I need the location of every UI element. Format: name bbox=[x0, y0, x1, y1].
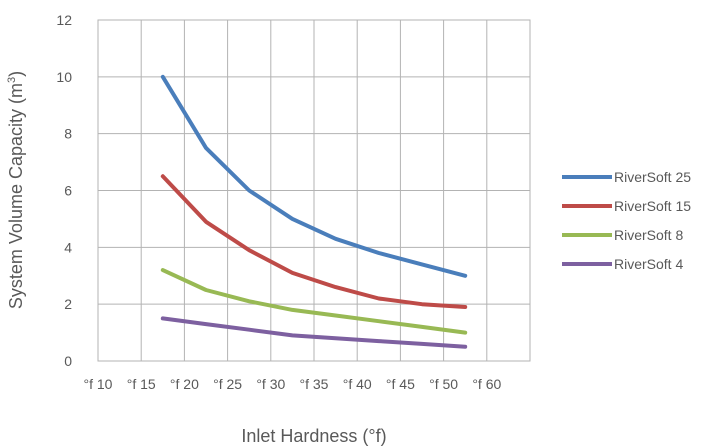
y-axis-title-main: System Volume Capacity (m bbox=[6, 83, 26, 309]
legend-label: RiverSoft 4 bbox=[614, 256, 683, 272]
legend-label: RiverSoft 15 bbox=[614, 198, 691, 214]
y-tick-label: 2 bbox=[64, 296, 72, 312]
x-tick-label: °f 50 bbox=[429, 376, 458, 392]
y-tick-label: 4 bbox=[64, 239, 72, 255]
x-axis-title: Inlet Hardness (°f) bbox=[241, 426, 386, 446]
y-axis-ticks: 0 2 4 6 8 10 12 bbox=[56, 12, 72, 369]
x-tick-label: °f 45 bbox=[386, 376, 415, 392]
x-tick-label: °f 20 bbox=[170, 376, 199, 392]
y-tick-label: 0 bbox=[64, 353, 72, 369]
series-line bbox=[160, 316, 468, 349]
x-tick-label: °f 60 bbox=[472, 376, 501, 392]
x-tick-label: °f 40 bbox=[343, 376, 372, 392]
y-axis-title-close: ) bbox=[6, 71, 26, 77]
x-tick-label: °f 15 bbox=[127, 376, 156, 392]
y-axis-title-superscript: 3 bbox=[6, 77, 18, 83]
x-axis-ticks: °f 10 °f 15 °f 20 °f 25 °f 30 °f 35 °f 40 °f 45… bbox=[84, 376, 502, 392]
legend-label: RiverSoft 8 bbox=[614, 227, 683, 243]
series-line bbox=[160, 74, 468, 278]
y-tick-label: 12 bbox=[56, 12, 72, 28]
x-tick-label: °f 35 bbox=[300, 376, 329, 392]
y-tick-label: 10 bbox=[56, 69, 72, 85]
series-line bbox=[160, 174, 468, 309]
legend: RiverSoft 25 RiverSoft 15 RiverSoft 8 River… bbox=[562, 169, 691, 272]
series-line bbox=[160, 268, 468, 335]
x-tick-label: °f 10 bbox=[84, 376, 113, 392]
y-axis-title: System Volume Capacity (m3) bbox=[6, 71, 26, 309]
x-tick-label: °f 25 bbox=[213, 376, 242, 392]
plot-area-border bbox=[97, 19, 531, 362]
legend-label: RiverSoft 25 bbox=[614, 169, 691, 185]
series-lines bbox=[160, 74, 468, 349]
y-tick-label: 8 bbox=[64, 126, 72, 142]
y-tick-label: 6 bbox=[64, 183, 72, 199]
x-tick-label: °f 30 bbox=[256, 376, 285, 392]
